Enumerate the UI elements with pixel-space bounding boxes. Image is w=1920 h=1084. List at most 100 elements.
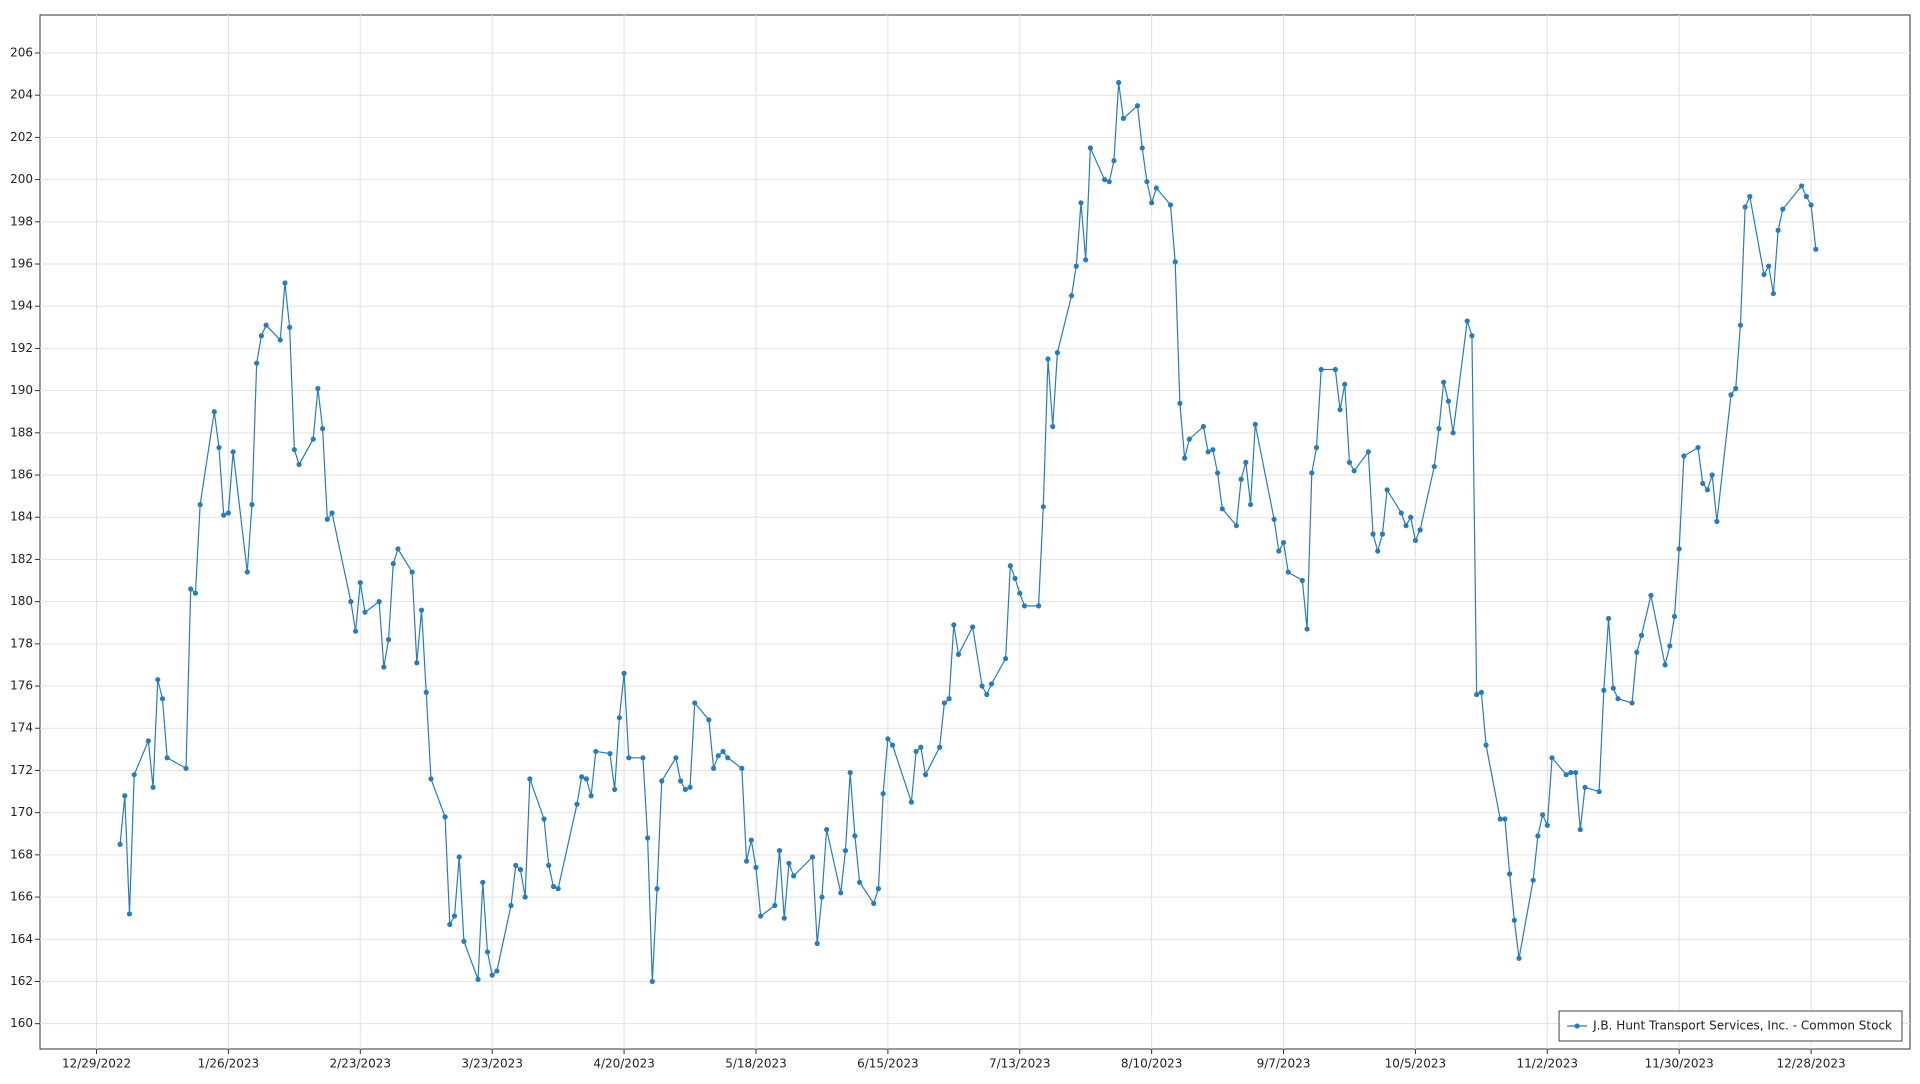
data-point bbox=[414, 660, 420, 666]
data-point bbox=[824, 826, 830, 833]
data-point bbox=[385, 637, 392, 643]
data-point bbox=[607, 750, 613, 757]
data-point bbox=[1596, 788, 1602, 795]
data-point bbox=[447, 921, 453, 928]
data-point bbox=[1073, 263, 1079, 269]
data-point bbox=[1116, 79, 1122, 86]
data-point bbox=[1582, 784, 1588, 790]
data-point bbox=[687, 784, 693, 790]
x-tick-label: 8/10/2023 bbox=[1121, 1057, 1183, 1071]
data-point bbox=[1728, 392, 1734, 398]
data-point bbox=[1747, 193, 1753, 200]
data-point bbox=[1318, 366, 1324, 373]
data-point bbox=[786, 860, 792, 866]
x-tick-label: 3/23/2023 bbox=[461, 1057, 523, 1071]
data-point bbox=[1648, 592, 1654, 598]
plot-area bbox=[39, 14, 1911, 1050]
data-point bbox=[1572, 769, 1579, 776]
data-point bbox=[1384, 487, 1390, 493]
data-point bbox=[456, 854, 462, 860]
data-point bbox=[1153, 185, 1159, 191]
data-point bbox=[527, 776, 533, 782]
data-point bbox=[1186, 436, 1192, 442]
data-point bbox=[131, 772, 137, 778]
y-tick-label: 202 bbox=[10, 130, 33, 144]
data-point bbox=[150, 784, 156, 790]
data-point bbox=[461, 938, 467, 944]
data-point bbox=[1662, 662, 1668, 668]
data-point bbox=[484, 949, 491, 955]
data-point bbox=[1370, 531, 1376, 537]
data-point bbox=[583, 776, 589, 782]
data-point bbox=[1172, 259, 1178, 265]
data-point bbox=[748, 837, 754, 843]
data-point bbox=[889, 742, 896, 748]
data-point bbox=[1083, 257, 1089, 263]
data-point bbox=[852, 833, 858, 839]
legend-box bbox=[1558, 1010, 1903, 1042]
data-point bbox=[743, 858, 750, 864]
data-point bbox=[1412, 537, 1419, 544]
data-point bbox=[291, 447, 297, 453]
data-point bbox=[225, 510, 232, 516]
data-point bbox=[216, 444, 222, 451]
data-point bbox=[588, 793, 594, 799]
data-point bbox=[678, 778, 684, 784]
data-point bbox=[1799, 183, 1805, 189]
data-point bbox=[489, 972, 495, 978]
data-point bbox=[1375, 548, 1381, 554]
data-point bbox=[1803, 193, 1809, 200]
data-point bbox=[922, 772, 929, 778]
x-tick-label: 7/13/2023 bbox=[989, 1057, 1051, 1071]
data-point bbox=[395, 546, 401, 552]
y-tick-label: 182 bbox=[10, 552, 33, 566]
data-point bbox=[1629, 700, 1635, 706]
data-point bbox=[230, 449, 236, 455]
data-point bbox=[725, 755, 731, 761]
data-point bbox=[918, 744, 924, 750]
data-point bbox=[310, 436, 316, 442]
data-point bbox=[875, 886, 882, 892]
data-point bbox=[781, 915, 787, 921]
data-point bbox=[320, 426, 326, 432]
data-point bbox=[1709, 472, 1715, 478]
data-point bbox=[941, 700, 947, 706]
data-point bbox=[1577, 826, 1583, 833]
data-point bbox=[1469, 333, 1475, 339]
y-tick-label: 190 bbox=[10, 383, 33, 397]
data-point bbox=[1714, 518, 1720, 525]
data-point bbox=[1671, 613, 1678, 620]
data-point bbox=[621, 670, 627, 676]
data-point bbox=[282, 280, 288, 286]
data-point bbox=[692, 700, 698, 706]
data-point bbox=[376, 599, 382, 605]
data-point bbox=[155, 677, 161, 683]
data-point bbox=[221, 512, 227, 518]
data-point bbox=[348, 599, 354, 605]
data-point bbox=[1535, 833, 1541, 839]
data-point bbox=[593, 748, 599, 755]
data-point bbox=[513, 862, 519, 869]
data-point bbox=[1087, 145, 1094, 151]
legend-label: J.B. Hunt Transport Services, Inc. - Com… bbox=[1592, 1019, 1892, 1033]
data-point bbox=[649, 978, 655, 985]
data-point bbox=[1167, 202, 1174, 208]
data-point bbox=[1431, 463, 1437, 470]
y-tick-label: 162 bbox=[10, 974, 33, 988]
data-point bbox=[1417, 527, 1423, 533]
data-point bbox=[1247, 501, 1254, 508]
data-point bbox=[277, 337, 283, 343]
data-point bbox=[626, 755, 632, 761]
data-point bbox=[1332, 366, 1338, 373]
data-point bbox=[1144, 179, 1150, 185]
data-point bbox=[329, 510, 335, 516]
data-point bbox=[1271, 516, 1277, 522]
data-point bbox=[880, 791, 886, 797]
data-point bbox=[758, 913, 764, 919]
data-point bbox=[1398, 510, 1404, 516]
data-point bbox=[1243, 459, 1249, 465]
y-tick-label: 172 bbox=[10, 763, 33, 777]
data-point bbox=[192, 590, 199, 596]
x-tick-label: 4/20/2023 bbox=[593, 1057, 655, 1071]
